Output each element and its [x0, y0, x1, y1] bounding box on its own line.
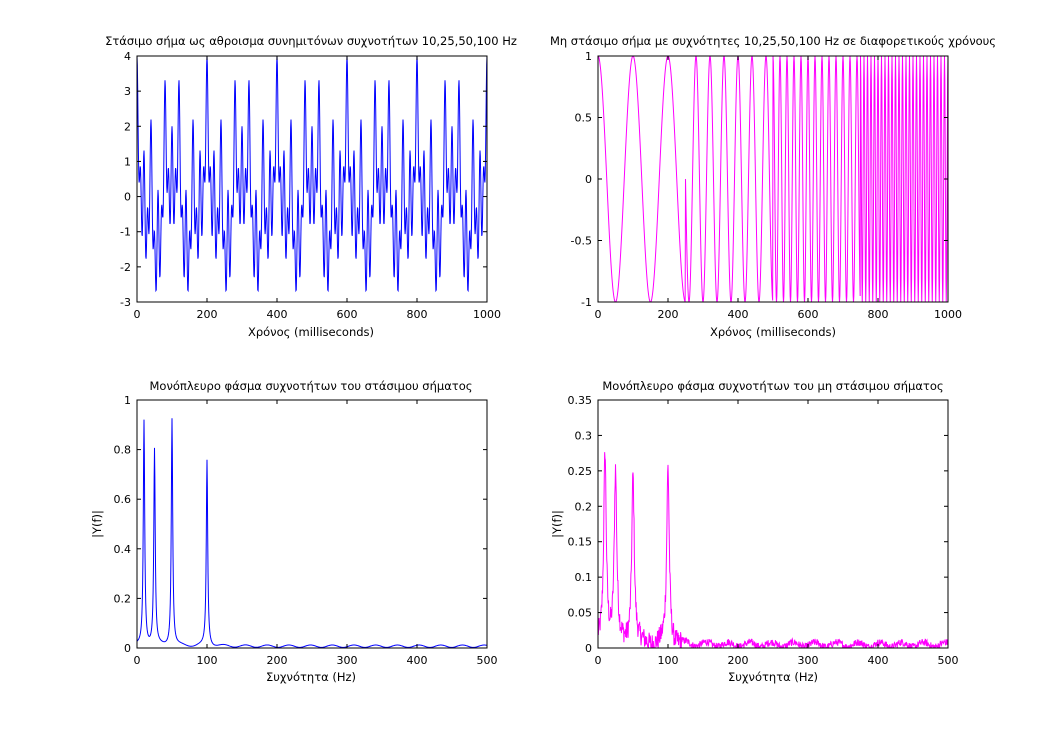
y-tick-label: 3	[124, 85, 131, 98]
x-tick-label: 100	[197, 654, 218, 667]
y-tick-label: 1	[585, 50, 592, 63]
y-tick-label: -3	[120, 296, 131, 309]
y-tick-label: 0	[124, 642, 131, 655]
series-line	[598, 56, 948, 302]
subplot-title-4: Μονόπλευρο φάσμα συχνοτήτων του μη στάσι…	[602, 379, 943, 393]
y-tick-label: 0.8	[114, 444, 132, 457]
x-tick-label: 300	[337, 654, 358, 667]
axes-box	[136, 399, 488, 649]
y-tick-label: 0.15	[568, 536, 593, 549]
subplot-4: 0 100 200 300 400 500 0 0.05 0.1 0.15 0.2 0.25 0.3 0.…	[568, 394, 959, 667]
y-tick-label: 0.05	[568, 607, 593, 620]
y-tick-label: 0.35	[568, 394, 593, 407]
subplot-title-3: Μονόπλευρο φάσμα συχνοτήτων του στάσιμου…	[150, 379, 473, 393]
x-tick-label: 400	[728, 308, 749, 321]
x-tick-label: 200	[267, 654, 288, 667]
y-tick-label: 0.25	[568, 465, 593, 478]
y-tick-label: 0.1	[575, 571, 593, 584]
x-axis-label-4: Συχνότητα (Hz)	[728, 670, 818, 684]
y-tick-label: -1	[581, 296, 592, 309]
x-tick-label: 800	[407, 308, 428, 321]
y-tick-label: -2	[120, 261, 131, 274]
x-tick-label: 400	[868, 654, 889, 667]
x-tick-label: 0	[595, 308, 602, 321]
x-tick-label: 100	[658, 654, 679, 667]
x-tick-label: 0	[595, 654, 602, 667]
y-tick-label: 4	[124, 50, 131, 63]
x-tick-label: 1000	[934, 308, 962, 321]
axes-box	[597, 399, 949, 649]
y-tick-label: 0.2	[575, 500, 593, 513]
x-tick-label: 600	[798, 308, 819, 321]
subplot-2: 0 200 400 600 800 1000 -1 -0.5 0 0.5 1	[571, 50, 962, 321]
series-line	[137, 56, 487, 293]
subplot-3: 0 100 200 300 400 500 0 0.2 0.4 0.6 0.8 1	[114, 394, 498, 667]
x-tick-label: 400	[407, 654, 428, 667]
y-tick-label: 0	[124, 191, 131, 204]
y-tick-label: 0.6	[114, 493, 132, 506]
x-tick-label: 200	[728, 654, 749, 667]
x-axis-label-3: Συχνότητα (Hz)	[266, 670, 356, 684]
subplot-1: 0 200 400 600 800 1000 -3 -2 -1 0 1 2 3 4	[120, 50, 501, 321]
x-axis-label-2: Χρόνος (milliseconds)	[710, 325, 836, 339]
x-tick-label: 0	[134, 654, 141, 667]
y-tick-label: 0.2	[114, 592, 132, 605]
x-tick-label: 1000	[473, 308, 501, 321]
y-axis-label-3: |Y(f)|	[90, 510, 104, 538]
x-tick-label: 200	[658, 308, 679, 321]
y-tick-label: 1	[124, 394, 131, 407]
y-tick-label: 2	[124, 120, 131, 133]
series-line	[137, 418, 487, 648]
x-tick-label: 0	[134, 308, 141, 321]
y-tick-label: 0.5	[575, 112, 593, 125]
y-tick-label: -1	[120, 226, 131, 239]
subplot-title-2: Μη στάσιμο σήμα με συχνότητες 10,25,50,1…	[550, 34, 996, 48]
x-tick-label: 500	[477, 654, 498, 667]
x-tick-label: 200	[197, 308, 218, 321]
y-tick-label: -0.5	[571, 235, 592, 248]
y-tick-label: 0.3	[575, 429, 593, 442]
x-tick-label: 800	[868, 308, 889, 321]
x-tick-label: 300	[798, 654, 819, 667]
y-axis-label-4: |Y(f)|	[550, 510, 564, 538]
y-tick-label: 0.4	[114, 543, 132, 556]
subplot-title-1: Στάσιμο σήμα ως αθροισμα συνημιτόνων συχ…	[105, 34, 517, 48]
series-line	[598, 452, 948, 648]
y-tick-label: 1	[124, 155, 131, 168]
y-tick-label: 0	[585, 173, 592, 186]
x-axis-label-1: Χρόνος (milliseconds)	[248, 325, 374, 339]
y-tick-label: 0	[585, 642, 592, 655]
x-tick-label: 400	[267, 308, 288, 321]
axes-box	[136, 55, 488, 303]
x-tick-label: 600	[337, 308, 358, 321]
x-tick-label: 500	[938, 654, 959, 667]
